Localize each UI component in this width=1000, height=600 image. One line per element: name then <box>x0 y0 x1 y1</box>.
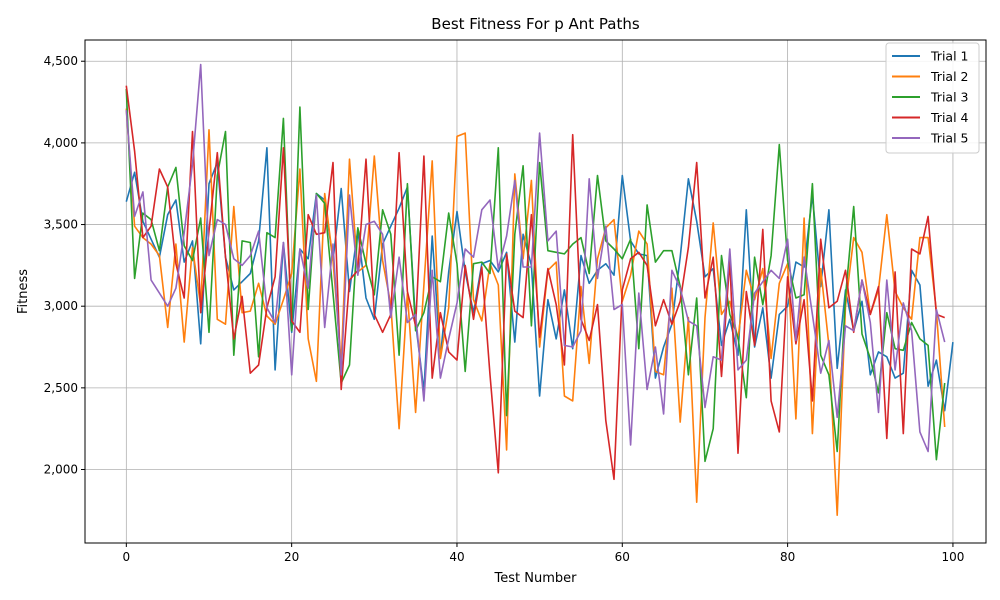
y-tick-label: 3,500 <box>44 218 78 232</box>
x-tick-label: 100 <box>941 550 964 564</box>
series-line-trial-4 <box>125 85 945 481</box>
x-axis-label: Test Number <box>494 571 578 586</box>
legend-label: Trial 1 <box>930 49 968 64</box>
y-axis-label: Fitness <box>16 269 31 314</box>
legend-label: Trial 4 <box>930 110 969 125</box>
y-tick-label: 4,500 <box>44 54 78 68</box>
x-tick-label: 80 <box>780 550 795 564</box>
legend-label: Trial 3 <box>930 90 968 105</box>
plot-frame <box>84 39 987 544</box>
series-line-trial-3 <box>125 88 946 463</box>
legend-label: Trial 5 <box>930 131 968 146</box>
x-tick-label: 60 <box>615 550 630 564</box>
series-line-trial-5 <box>125 63 946 453</box>
chart-title: Best Fitness For p Ant Paths <box>431 15 640 33</box>
y-axis-ticks: 2,000 2,500 3,000 3,500 4,000 4,500 <box>44 54 85 477</box>
series-lines <box>125 63 954 517</box>
y-tick-label: 2,500 <box>44 381 78 395</box>
x-tick-label: 20 <box>284 550 299 564</box>
gridlines <box>85 40 986 543</box>
legend: Trial 1 Trial 2 Trial 3 Trial 4 Trial 5 <box>885 42 980 154</box>
y-tick-label: 4,000 <box>44 136 78 150</box>
x-tick-label: 40 <box>449 550 464 564</box>
legend-box <box>885 42 980 154</box>
y-tick-label: 3,000 <box>44 299 78 313</box>
x-tick-label: 0 <box>123 550 131 564</box>
plot-area <box>85 40 986 543</box>
x-axis-ticks: 0 20 40 60 80 100 <box>123 543 964 564</box>
legend-label: Trial 2 <box>930 69 968 84</box>
y-tick-label: 2,000 <box>44 463 78 477</box>
